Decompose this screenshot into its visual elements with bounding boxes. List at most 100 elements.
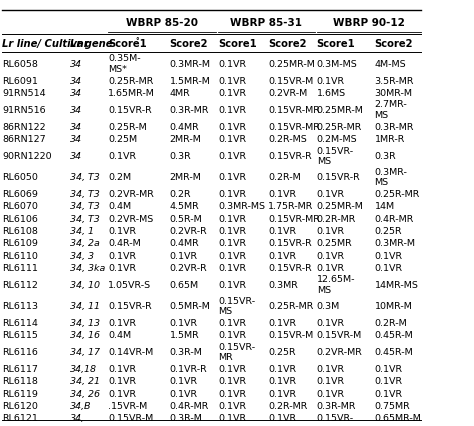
Text: 0.1VR: 0.1VR <box>108 389 136 398</box>
Text: 34: 34 <box>70 89 82 98</box>
Text: 0.15VR-
MS: 0.15VR- MS <box>218 296 255 316</box>
Text: 0.1VR: 0.1VR <box>268 226 296 236</box>
Text: 0.5MR-M: 0.5MR-M <box>170 302 210 311</box>
Text: 14MR-MS: 14MR-MS <box>374 280 419 289</box>
Text: 34, 17: 34, 17 <box>70 347 100 357</box>
Text: 0.1VR: 0.1VR <box>218 239 246 248</box>
Text: 1.6MS: 1.6MS <box>317 89 346 98</box>
Text: 0.15VR-MR: 0.15VR-MR <box>268 214 320 223</box>
Text: 0.1VR: 0.1VR <box>218 89 246 98</box>
Text: 0.1VR: 0.1VR <box>374 263 402 272</box>
Text: WBRP 90-12: WBRP 90-12 <box>333 18 405 28</box>
Text: 34, 3: 34, 3 <box>70 251 94 260</box>
Text: 12.65M-
MS: 12.65M- MS <box>317 275 355 294</box>
Text: 0.1VR: 0.1VR <box>218 364 246 373</box>
Text: 10MR-M: 10MR-M <box>374 302 412 311</box>
Text: 0.3R: 0.3R <box>374 151 396 160</box>
Text: °: ° <box>136 38 139 44</box>
Text: 0.3M-MS: 0.3M-MS <box>317 60 357 69</box>
Text: 0.1VR: 0.1VR <box>218 331 246 340</box>
Text: 0.1VR: 0.1VR <box>218 76 246 85</box>
Text: 0.1VR: 0.1VR <box>218 280 246 289</box>
Text: 34, 11: 34, 11 <box>70 302 100 311</box>
Text: 0.1VR: 0.1VR <box>108 377 136 386</box>
Text: 34, 10: 34, 10 <box>70 280 100 289</box>
Text: 0.15VR-MR: 0.15VR-MR <box>268 105 320 115</box>
Text: 0.1VR: 0.1VR <box>317 318 345 327</box>
Text: WBRP 85-20: WBRP 85-20 <box>126 18 198 28</box>
Text: RL6111: RL6111 <box>2 263 38 272</box>
Text: 0.1VR: 0.1VR <box>317 226 345 236</box>
Text: 0.1VR: 0.1VR <box>218 122 246 131</box>
Text: RL6121: RL6121 <box>2 413 38 422</box>
Text: 0.1VR: 0.1VR <box>218 389 246 398</box>
Text: 0.2R-MR: 0.2R-MR <box>268 401 308 410</box>
Text: 0.3M: 0.3M <box>317 302 340 311</box>
Text: 0.3MR-
MS: 0.3MR- MS <box>374 167 407 187</box>
Text: RL6110: RL6110 <box>2 251 38 260</box>
Text: 1.05VR-S: 1.05VR-S <box>108 280 151 289</box>
Text: Score2: Score2 <box>170 39 208 49</box>
Text: 0.1VR: 0.1VR <box>374 377 402 386</box>
Text: 0.25R: 0.25R <box>374 226 402 236</box>
Text: 0.2M-MS: 0.2M-MS <box>317 135 357 144</box>
Text: 0.2VR-R: 0.2VR-R <box>170 226 208 236</box>
Text: RL6117: RL6117 <box>2 364 38 373</box>
Text: 4.5MR: 4.5MR <box>170 202 200 211</box>
Text: RL6091: RL6091 <box>2 76 38 85</box>
Text: 0.1VR: 0.1VR <box>108 263 136 272</box>
Text: 0.2R-MR: 0.2R-MR <box>317 214 356 223</box>
Text: 0.25R: 0.25R <box>268 347 296 357</box>
Text: 34,B: 34,B <box>70 401 91 410</box>
Text: 0.2VR-M: 0.2VR-M <box>268 89 308 98</box>
Text: 0.25R-MR: 0.25R-MR <box>268 302 314 311</box>
Text: 0.25MR-M: 0.25MR-M <box>268 60 315 69</box>
Text: 34, T3: 34, T3 <box>70 202 100 211</box>
Text: 0.4MR: 0.4MR <box>170 239 200 248</box>
Text: 0.1VR: 0.1VR <box>268 364 296 373</box>
Text: 0.1VR: 0.1VR <box>108 364 136 373</box>
Text: .15VR-M: .15VR-M <box>108 401 147 410</box>
Text: 0.2M: 0.2M <box>108 173 131 182</box>
Text: 0.1VR: 0.1VR <box>218 401 246 410</box>
Text: 34, 3ka: 34, 3ka <box>70 263 106 272</box>
Text: 0.1VR: 0.1VR <box>317 377 345 386</box>
Text: Score2: Score2 <box>268 39 307 49</box>
Text: 0.1VR: 0.1VR <box>317 76 345 85</box>
Text: 30MR-M: 30MR-M <box>374 89 412 98</box>
Text: 34: 34 <box>70 60 82 69</box>
Text: 34: 34 <box>70 135 82 144</box>
Text: 0.15VR-
MS: 0.15VR- MS <box>317 146 354 166</box>
Text: 2MR-M: 2MR-M <box>170 135 201 144</box>
Text: 0.15VR-M: 0.15VR-M <box>108 413 153 422</box>
Text: 0.2R-MS: 0.2R-MS <box>268 135 307 144</box>
Text: 0.1VR: 0.1VR <box>218 135 246 144</box>
Text: 0.15VR-R: 0.15VR-R <box>268 239 312 248</box>
Text: RL6050: RL6050 <box>2 173 38 182</box>
Text: 0.1VR: 0.1VR <box>108 318 136 327</box>
Text: 0.1VR: 0.1VR <box>218 251 246 260</box>
Text: RL6116: RL6116 <box>2 347 38 357</box>
Text: 1.5MR-M: 1.5MR-M <box>170 76 210 85</box>
Text: 0.4R-M: 0.4R-M <box>108 239 141 248</box>
Text: RL6115: RL6115 <box>2 331 38 340</box>
Text: 34, 16: 34, 16 <box>70 331 100 340</box>
Text: 0.4MR: 0.4MR <box>170 122 200 131</box>
Text: Score1: Score1 <box>108 39 147 49</box>
Text: 0.1VR: 0.1VR <box>268 389 296 398</box>
Text: 0.2R: 0.2R <box>170 190 191 199</box>
Text: 0.1VR: 0.1VR <box>218 105 246 115</box>
Text: 0.25MR: 0.25MR <box>317 239 352 248</box>
Text: 1.65MR-M: 1.65MR-M <box>108 89 155 98</box>
Text: 91RN514: 91RN514 <box>2 89 46 98</box>
Text: 0.75MR: 0.75MR <box>374 401 410 410</box>
Text: 0.1VR: 0.1VR <box>317 190 345 199</box>
Text: Lr gene: Lr gene <box>70 39 113 49</box>
Text: 34, 13: 34, 13 <box>70 318 100 327</box>
Text: 0.65M: 0.65M <box>170 280 199 289</box>
Text: 0.1VR: 0.1VR <box>170 389 198 398</box>
Text: 0.4R-MR: 0.4R-MR <box>374 214 414 223</box>
Text: 0.1VR-R: 0.1VR-R <box>170 364 208 373</box>
Text: 0.1VR: 0.1VR <box>218 190 246 199</box>
Text: Lr line/ Cultivar: Lr line/ Cultivar <box>2 39 89 49</box>
